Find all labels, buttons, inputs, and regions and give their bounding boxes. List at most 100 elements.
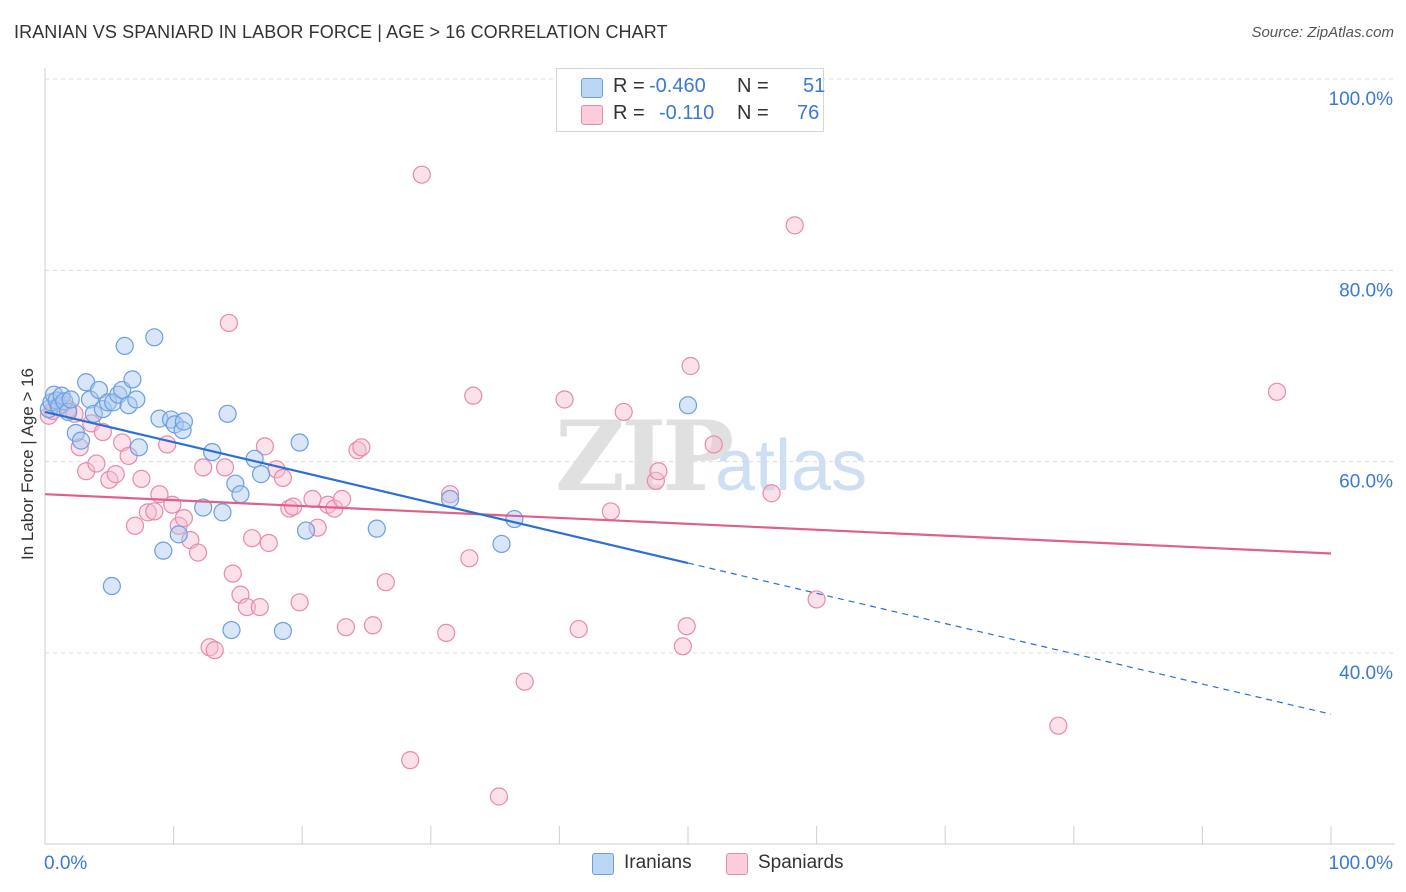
iranians-point — [296, 521, 316, 540]
spaniards-r-value: -0.110 — [659, 102, 715, 124]
spaniards-point — [259, 533, 278, 553]
iranians-point — [222, 620, 241, 640]
iranians-point — [505, 509, 524, 529]
spaniards-point — [290, 593, 309, 612]
spaniards-point — [412, 165, 431, 184]
spaniards-point — [138, 503, 157, 522]
spaniards-point — [303, 489, 322, 509]
spaniards-point — [219, 313, 238, 333]
spaniards-point — [352, 438, 371, 457]
iranians-point — [61, 390, 80, 409]
iranians-point — [55, 392, 74, 411]
bottom-iranians-label: Iranians — [624, 852, 692, 873]
tick-labels: 40.0% 60.0% 80.0% 100.0% 0.0% 100.0% — [44, 89, 1393, 874]
iranians-point — [678, 396, 698, 415]
spaniards-point — [515, 672, 534, 691]
spaniards-point — [237, 597, 257, 617]
spaniards-point — [77, 462, 96, 481]
y-tick-label: 100.0% — [1329, 89, 1394, 110]
iranians-point — [213, 503, 232, 522]
spaniards-point — [205, 641, 224, 660]
iranians-point — [129, 438, 148, 457]
iranians-r-value: -0.460 — [649, 75, 706, 97]
spaniards-point — [93, 422, 112, 442]
axes — [44, 68, 1395, 845]
iranians-point — [89, 380, 109, 400]
bottom-iranians-swatch — [592, 853, 614, 875]
spaniards-point — [363, 616, 383, 635]
spaniards-point — [1049, 716, 1068, 735]
iranians-point — [492, 534, 511, 554]
spaniards-point — [762, 484, 781, 503]
spaniards-point — [601, 502, 620, 521]
iranians-regression-extension — [687, 562, 1332, 715]
spaniards-point — [807, 590, 826, 609]
y-tick-label: 80.0% — [1339, 280, 1393, 301]
spaniards-point — [677, 617, 696, 636]
iranians-swatch — [581, 78, 603, 98]
spaniards-point — [401, 751, 420, 770]
x-tick-label-max: 100.0% — [1329, 853, 1394, 874]
iranians-n-label: N = — [737, 75, 769, 97]
iranians-point — [290, 433, 309, 452]
spaniards-point — [555, 390, 574, 409]
iranians-point — [127, 390, 146, 409]
spaniards-point — [125, 516, 145, 535]
iranians-point — [251, 465, 271, 484]
iranians-point — [102, 576, 121, 596]
regression-lines — [44, 410, 1332, 715]
y-tick-label: 60.0% — [1339, 472, 1393, 493]
y-tick-label: 40.0% — [1339, 663, 1393, 684]
spaniards-point — [200, 638, 219, 657]
spaniards-regression-line — [44, 493, 1332, 555]
spaniards-n-label: N = — [737, 102, 769, 124]
spaniards-point — [649, 462, 668, 481]
spaniards-point — [174, 509, 193, 528]
spaniards-point — [785, 216, 804, 235]
spaniards-n-value: 76 — [797, 102, 820, 124]
spaniards-point — [569, 619, 588, 639]
spaniards-point — [489, 787, 509, 806]
iranians-regression-line — [44, 410, 689, 565]
spaniards-point — [332, 489, 352, 509]
spaniards-point — [70, 438, 89, 457]
iranians-point — [226, 474, 245, 493]
watermark-zip: ZIP — [555, 400, 732, 513]
spaniards-point — [106, 465, 125, 484]
x-tick-label-min: 0.0% — [44, 853, 87, 874]
spaniards-point — [215, 458, 235, 477]
iranians-point — [218, 404, 237, 423]
iranians-r-label: R = — [613, 75, 645, 97]
bottom-spaniards-swatch — [726, 853, 748, 875]
iranians-point — [273, 621, 293, 641]
iranians-point — [367, 519, 386, 538]
spaniards-point — [1267, 382, 1287, 401]
source-label: Source: ZipAtlas.com — [1251, 24, 1394, 41]
spaniards-point — [464, 386, 483, 405]
iranians-points — [39, 328, 698, 641]
spaniards-point — [704, 435, 723, 454]
spaniards-point — [308, 518, 327, 537]
watermark: ZIP atlas — [555, 400, 867, 513]
iranians-point — [115, 336, 134, 356]
correlation-legend: R = -0.460 N = 51 R = -0.110 N = 76 — [556, 68, 825, 132]
bottom-spaniards-label: Spaniards — [758, 852, 844, 873]
spaniards-point — [376, 573, 395, 592]
spaniards-point — [336, 618, 356, 637]
spaniards-point — [194, 458, 213, 477]
iranians-point — [98, 393, 118, 412]
spaniards-swatch — [581, 105, 603, 125]
spaniards-point — [681, 356, 700, 376]
iranians-point — [169, 525, 188, 544]
spaniards-point — [132, 469, 151, 488]
spaniards-r-label: R = — [613, 102, 645, 124]
iranians-point — [194, 498, 213, 517]
spaniards-point — [188, 543, 208, 562]
spaniards-point — [242, 529, 262, 548]
iranians-point — [123, 370, 142, 389]
spaniards-point — [673, 637, 692, 656]
iranians-point — [174, 412, 193, 431]
spaniards-point — [250, 597, 269, 617]
iranians-point — [71, 431, 91, 450]
